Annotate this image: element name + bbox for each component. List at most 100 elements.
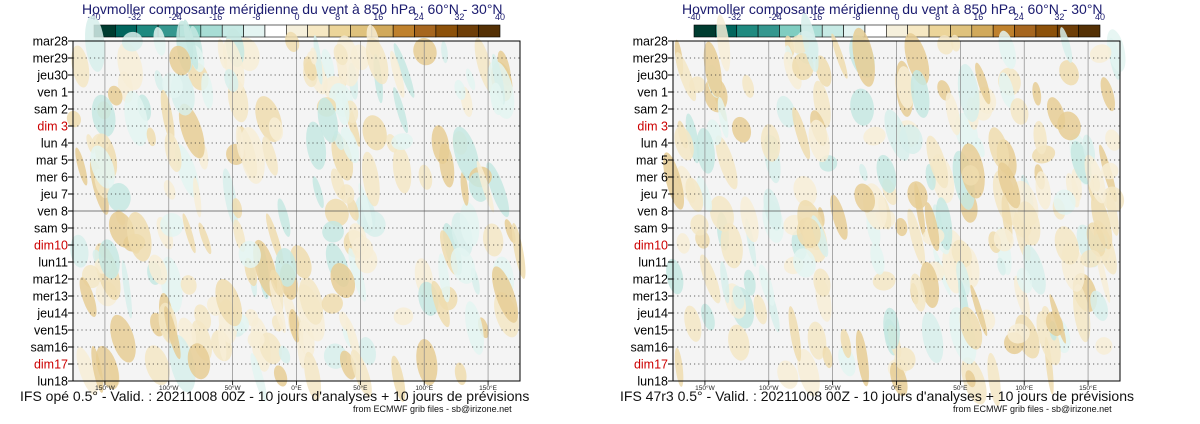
y-tick-label: ven 1 <box>637 86 668 100</box>
colorbar-swatch <box>392 24 415 38</box>
y-tick-label: lun11 <box>38 256 68 270</box>
colorbar-tick-label: 40 <box>1095 12 1105 22</box>
colorbar-swatch <box>328 24 351 38</box>
y-tick-label: jeu14 <box>36 307 68 321</box>
colorbar-swatch <box>864 24 887 38</box>
y-tick-label: lun11 <box>638 256 668 270</box>
colorbar-tick-label: -32 <box>128 12 141 22</box>
field-contours <box>663 13 1126 407</box>
colorbar-swatch <box>264 24 287 38</box>
y-tick-label: mar28 <box>633 35 668 49</box>
y-tick-label: lun18 <box>637 375 668 389</box>
y-tick-label: dim 3 <box>37 120 68 134</box>
y-tick-label: dim10 <box>634 239 668 253</box>
colorbar-swatch <box>1078 24 1101 38</box>
field-contours <box>66 15 526 402</box>
colorbar-swatch <box>736 24 759 38</box>
y-tick-label: lun18 <box>37 375 68 389</box>
y-tick-label: jeu30 <box>36 69 68 83</box>
y-tick-label: ven15 <box>34 324 68 338</box>
x-tick-label: 100°W <box>759 384 779 392</box>
colorbar-tick-label: 16 <box>373 12 383 22</box>
x-tick-label: 150°W <box>695 384 715 392</box>
x-tick-label: 100°E <box>1015 384 1033 392</box>
colorbar-swatch <box>414 24 437 38</box>
y-tick-label: mer13 <box>633 290 668 304</box>
y-tick-label: lun 4 <box>641 137 668 151</box>
x-tick-label: 50°E <box>953 384 968 392</box>
colorbar-tick-label: -8 <box>252 12 260 22</box>
x-tick-label: 50°W <box>825 384 842 392</box>
colorbar-tick-label: -24 <box>169 12 182 22</box>
colorbar-tick-label: -32 <box>728 12 741 22</box>
x-tick-label: 150°E <box>479 384 497 392</box>
colorbar-swatch <box>971 24 994 38</box>
x-tick-label: 150°E <box>1079 384 1097 392</box>
colorbar-swatch <box>435 24 458 38</box>
chart-title: Hovmoller composante méridienne du vent … <box>82 1 503 17</box>
y-tick-label: ven 8 <box>637 205 668 219</box>
y-tick-label: mar 5 <box>636 154 668 168</box>
y-tick-label: jeu 7 <box>640 188 668 202</box>
y-tick-label: sam 2 <box>634 103 668 117</box>
colorbar-tick-label: 24 <box>414 12 424 22</box>
chart-footer: IFS 47r3 0.5° - Valid. : 20211008 00Z - … <box>620 388 1134 404</box>
y-tick-label: sam 2 <box>34 103 68 117</box>
colorbar-tick-label: 32 <box>1054 12 1064 22</box>
chart-footer: IFS opé 0.5° - Valid. : 20211008 00Z - 1… <box>20 388 530 404</box>
chart-credit: from ECMWF grib files - sb@irizone.net <box>353 404 512 414</box>
y-tick-label: mar12 <box>33 273 68 287</box>
y-tick-label: mar12 <box>633 273 668 287</box>
plot-frame <box>672 40 1121 382</box>
chart-title: Hovmoller composante méridienne du vent … <box>682 1 1103 17</box>
chart-credit: from ECMWF grib files - sb@irizone.net <box>953 404 1112 414</box>
y-tick-label: jeu 7 <box>40 188 68 202</box>
y-tick-label: mer 6 <box>636 171 668 185</box>
colorbar-swatch <box>757 24 780 38</box>
colorbar-tick-label: -24 <box>769 12 782 22</box>
y-tick-label: mer29 <box>633 52 668 66</box>
colorbar-swatch <box>693 24 716 38</box>
y-tick-label: dim17 <box>634 358 668 372</box>
x-tick-label: 0°E <box>291 384 302 392</box>
colorbar-tick-label: 8 <box>335 12 340 22</box>
y-tick-label: sam16 <box>30 341 68 355</box>
y-tick-label: lun 4 <box>41 137 68 151</box>
colorbar-tick-label: 32 <box>454 12 464 22</box>
colorbar-swatch <box>456 24 479 38</box>
y-tick-label: mer13 <box>33 290 68 304</box>
x-tick-label: 100°E <box>415 384 433 392</box>
y-tick-label: jeu14 <box>636 307 668 321</box>
x-tick-label: 50°W <box>225 384 242 392</box>
colorbar-swatch <box>886 24 908 38</box>
y-tick-label: sam 9 <box>34 222 68 236</box>
y-tick-label: sam 9 <box>634 222 668 236</box>
y-tick-label: sam16 <box>630 341 668 355</box>
y-tick-label: ven 1 <box>37 86 68 100</box>
colorbar-swatch <box>307 24 330 38</box>
hovmoller-panel-left: Hovmoller composante méridienne du vent … <box>20 1 530 414</box>
y-tick-label: dim17 <box>34 358 68 372</box>
colorbar-tick-label: 8 <box>935 12 940 22</box>
y-tick-label: mer 6 <box>36 171 68 185</box>
colorbar-tick-label: 24 <box>1014 12 1024 22</box>
colorbar-swatch <box>928 24 951 38</box>
colorbar-tick-label: -16 <box>809 12 822 22</box>
y-tick-label: ven15 <box>634 324 668 338</box>
hovmoller-panel-right: Hovmoller composante méridienne du vent … <box>600 0 1200 424</box>
y-tick-label: mar28 <box>33 35 68 49</box>
colorbar-tick-label: 0 <box>894 12 899 22</box>
x-tick-label: 150°W <box>95 384 115 392</box>
x-tick-label: 50°E <box>353 384 368 392</box>
hovmoller-chart: -40 -32 -24 -16 -8 0 8 16 24 32 40 150°W 100°W 50°W 0°… <box>630 12 1126 407</box>
colorbar-tick-label: -8 <box>852 12 860 22</box>
colorbar-tick-label: 40 <box>495 12 505 22</box>
colorbar-swatch <box>1014 24 1037 38</box>
y-tick-label: mar 5 <box>36 154 68 168</box>
y-tick-label: dim 3 <box>637 120 668 134</box>
x-tick-label: 0°E <box>891 384 902 392</box>
plot-frame <box>72 40 521 382</box>
x-tick-label: 100°W <box>159 384 179 392</box>
y-tick-label: mer29 <box>33 52 68 66</box>
colorbar-tick-label: 16 <box>973 12 983 22</box>
